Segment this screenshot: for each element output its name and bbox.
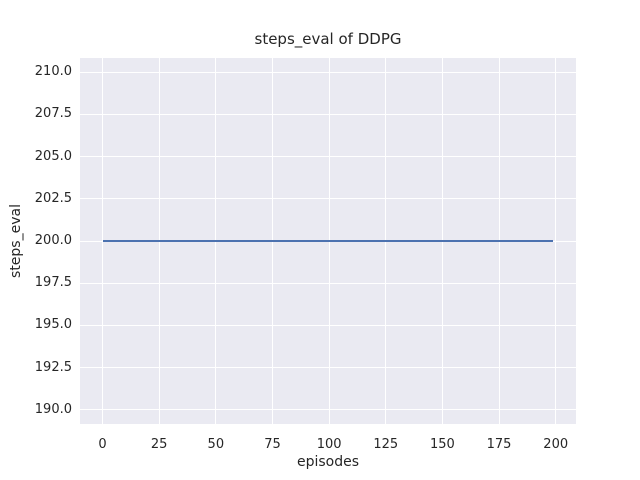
y-tick-label: 210.0 [34, 64, 72, 80]
x-tick-label: 125 [373, 437, 399, 452]
y-gridline [80, 156, 576, 157]
y-gridline [80, 282, 576, 284]
y-tick-label: 192.5 [34, 359, 72, 375]
x-tick-label: 75 [264, 437, 281, 452]
y-tick-label: 200.0 [34, 233, 72, 248]
y-gridline [80, 71, 576, 73]
y-gridline [80, 324, 576, 326]
x-tick-label: 0 [98, 437, 107, 452]
x-tick-label: 100 [316, 437, 342, 452]
series-line-ddpg [102, 240, 554, 242]
x-axis-label: episodes [296, 454, 360, 470]
y-tick-label: 197.5 [34, 275, 72, 291]
y-tick-label: 205.0 [34, 148, 72, 164]
y-gridline [80, 409, 576, 411]
y-tick-label: 207.5 [34, 106, 72, 122]
plot-area [80, 58, 576, 424]
y-tick-label: 190.0 [34, 401, 72, 417]
y-gridline [80, 367, 576, 369]
x-tick-label: 175 [486, 437, 512, 452]
x-tick-label: 25 [150, 437, 168, 452]
x-tick-label: 200 [543, 437, 569, 452]
y-tick-label: 195.0 [34, 317, 72, 333]
y-gridline [80, 113, 576, 115]
x-tick-label: 50 [207, 437, 225, 452]
y-tick-label: 202.5 [34, 190, 72, 206]
y-gridline [80, 198, 576, 200]
x-tick-label: 150 [430, 437, 455, 452]
chart-title: steps_eval of DDPG [254, 30, 402, 48]
